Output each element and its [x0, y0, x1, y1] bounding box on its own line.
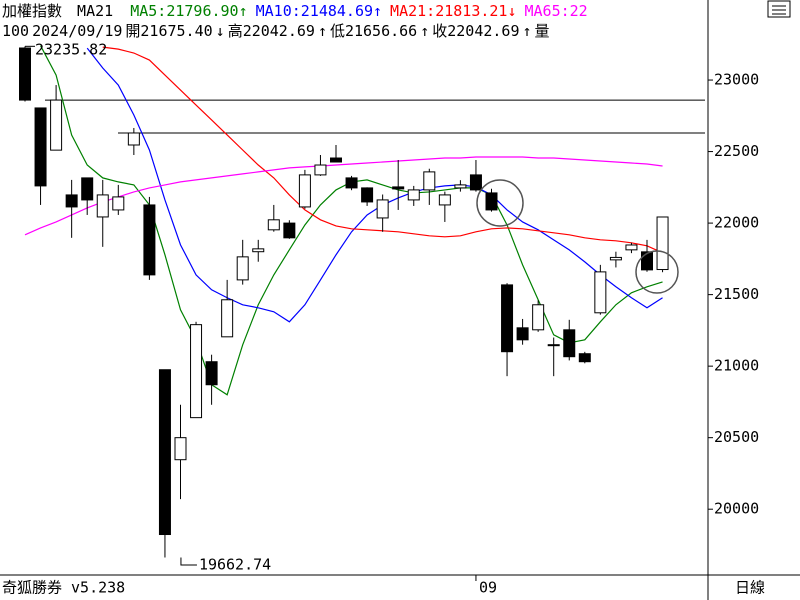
candle-body	[516, 327, 529, 341]
legend-value: :22	[561, 2, 588, 20]
y-tick-label: 22500	[714, 142, 759, 160]
header: 加權指數 MA21 MA5:21796.90↑ MA10:21484.69↑ MA2…	[2, 2, 588, 40]
candle-body	[438, 194, 451, 206]
info-item: 開21675.40	[125, 22, 212, 40]
legend-arrow: ↑	[373, 2, 382, 20]
y-tick-label: 20500	[714, 428, 759, 446]
footer: 奇狐勝券 v5.238	[2, 579, 125, 597]
legend-name: MA5	[130, 2, 157, 20]
info-item: 收22042.69	[432, 22, 519, 40]
candle-body	[547, 344, 560, 347]
candle-body	[236, 256, 249, 281]
candle-body	[609, 256, 622, 261]
candle-body	[376, 199, 389, 219]
legend: 加權指數 MA21 MA5:21796.90↑ MA10:21484.69↑ MA2…	[2, 2, 588, 20]
y-tick-label: 20000	[714, 500, 759, 518]
candle-body	[532, 304, 545, 331]
legend-value: :21484.69	[292, 2, 373, 20]
legend-arrow: ↓	[507, 2, 516, 20]
candle-body	[454, 184, 467, 189]
legend-value: :21796.90	[157, 2, 238, 20]
info-item: ↑	[318, 22, 327, 40]
candle-body	[283, 222, 296, 239]
candle-body	[267, 219, 280, 231]
candle-body	[392, 186, 405, 190]
candle-body	[190, 324, 203, 419]
candle-body	[34, 107, 47, 187]
candle-body	[65, 194, 78, 208]
indicator: MA21	[77, 2, 113, 20]
x-tick-label: 09	[479, 579, 497, 597]
info-item: 高22042.69	[228, 22, 315, 40]
candle-body	[423, 171, 436, 191]
candle-body	[81, 177, 94, 201]
candle-body	[656, 216, 669, 271]
plot-area	[19, 45, 705, 558]
legend-name: MA21	[390, 2, 426, 20]
legend-arrow: ↑	[239, 2, 248, 20]
candle-body	[112, 196, 125, 211]
candle-body	[205, 361, 218, 386]
candle-body	[221, 299, 234, 338]
y-tick-label: 21500	[714, 285, 759, 303]
y-tick-label: 23000	[714, 71, 759, 89]
ma-line	[86, 47, 663, 323]
legend-name: MA65	[524, 2, 560, 20]
info-item: 2024/09/19	[32, 22, 122, 40]
period[interactable]: 日線	[735, 579, 765, 597]
info-item: ↑	[420, 22, 429, 40]
high-label: 23235.82	[35, 41, 107, 59]
candle-body	[330, 157, 342, 163]
low-label: 19662.74	[199, 556, 271, 574]
extreme-leader	[180, 557, 197, 566]
title: 加權指數	[2, 2, 62, 20]
candle-body	[314, 164, 327, 176]
candle-body	[252, 248, 265, 253]
info-item: ↑	[523, 22, 532, 40]
highlight-circle	[476, 179, 524, 227]
legend-name: MA10	[256, 2, 292, 20]
menu-icon[interactable]	[767, 0, 791, 18]
candle-body	[127, 132, 140, 146]
legend-value: :21813.21	[426, 2, 507, 20]
candle-body	[641, 251, 653, 271]
candle-body	[143, 204, 156, 276]
candle-body	[407, 189, 420, 201]
y-tick-label: 22000	[714, 214, 759, 232]
candle-body	[19, 47, 31, 101]
ma-line	[24, 156, 663, 236]
candle-body	[158, 369, 171, 536]
info-item: ↓	[216, 22, 225, 40]
candle-body	[625, 244, 638, 251]
candle-body	[485, 192, 498, 211]
candle-body	[50, 99, 63, 151]
info-item: 100	[2, 22, 29, 40]
candle-body	[298, 174, 311, 208]
info-line: 100 2024/09/19 開21675.40 ↓ 高22042.69 ↑ 低21656.…	[2, 22, 550, 40]
candle-body	[594, 271, 607, 314]
candle-body	[361, 187, 374, 203]
info-item: 低21656.66	[330, 22, 417, 40]
candle-body	[563, 329, 576, 358]
candle-body	[469, 174, 482, 191]
info-item: 量	[535, 22, 550, 40]
y-tick-label: 21000	[714, 357, 759, 375]
candle-body	[501, 284, 514, 353]
candle-body	[578, 353, 591, 363]
candle-body	[345, 177, 358, 189]
candle-body	[174, 437, 187, 461]
highlight-circle	[635, 250, 679, 294]
candle-body	[96, 194, 109, 218]
